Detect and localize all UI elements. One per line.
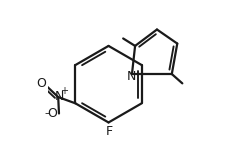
Text: +: + <box>59 86 67 96</box>
Text: N: N <box>54 90 64 103</box>
Text: O: O <box>36 77 46 90</box>
Text: N: N <box>126 70 135 83</box>
Text: O: O <box>47 107 57 120</box>
Text: F: F <box>106 124 113 138</box>
Text: –: – <box>44 108 50 118</box>
